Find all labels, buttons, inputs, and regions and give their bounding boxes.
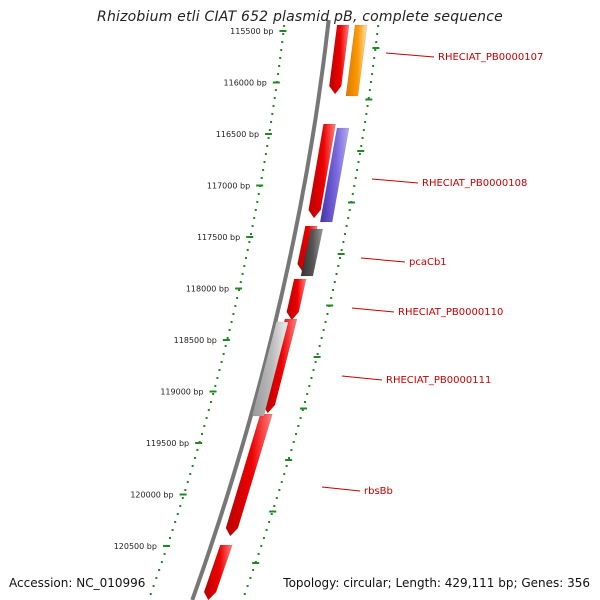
tick-mark — [256, 184, 264, 187]
inner-tick-mark — [252, 562, 260, 564]
gene-labels: RHECIAT_PB0000107 RHECIAT_PB0000108 pcaCb1… — [321, 52, 543, 497]
position-ticks: 115500 bp 116000 bp 116500 bp 117000 bp 1175… — [114, 27, 287, 551]
tick-mark — [246, 236, 254, 238]
position-tick-label: 117500 bp — [197, 233, 240, 242]
tick-mark — [272, 81, 280, 84]
inner-tick-mark — [313, 356, 321, 358]
gene-label: RHECIAT_PB0000110 — [398, 307, 503, 318]
inner-tick-mark — [357, 150, 365, 152]
tick-mark — [222, 339, 230, 341]
label-leader-line — [360, 257, 406, 263]
label-leader-line — [385, 52, 435, 58]
position-tick-label: 119000 bp — [160, 388, 203, 397]
gene-label: RHECIAT_PB0000108 — [422, 178, 527, 189]
tick-mark — [162, 545, 170, 547]
position-tick-label: 119500 bp — [146, 439, 189, 448]
inner-tick-mark — [348, 201, 356, 204]
topology-summary: Topology: circular; Length: 429,111 bp; … — [283, 576, 590, 590]
map-title: Rhizobium etli CIAT 652 plasmid pB, comp… — [97, 9, 503, 25]
inner-tick-mark — [269, 510, 277, 513]
position-tick-label: 120000 bp — [130, 491, 173, 500]
accession-text: Accession: NC_010996 — [9, 576, 146, 590]
inner-tick-mark — [365, 98, 373, 101]
gene-label: rbsBb — [364, 486, 393, 497]
inner-tick-mark — [285, 459, 293, 461]
tick-mark — [279, 30, 287, 32]
gene-bar-red — [308, 123, 336, 219]
gene-bar-red — [286, 278, 307, 321]
gene-label: pcaCb1 — [409, 257, 447, 268]
inner-tick-mark — [299, 407, 307, 410]
gene-bar-orange — [345, 24, 368, 97]
gene-label: RHECIAT_PB0000111 — [386, 375, 491, 386]
inner-ticks — [252, 47, 380, 564]
outer-dotted-track — [149, 25, 286, 595]
gene-bar-red — [203, 544, 233, 600]
inner-tick-mark — [326, 304, 334, 307]
gene-bar-red — [328, 24, 350, 95]
tick-mark — [265, 133, 273, 135]
label-leader-line — [341, 375, 383, 381]
position-tick-label: 116500 bp — [216, 130, 259, 139]
gene-bar-dark-gray — [300, 228, 324, 277]
label-leader-line — [321, 486, 361, 492]
gene-bar-light-gray — [251, 321, 289, 417]
position-tick-label: 120500 bp — [114, 542, 157, 551]
inner-tick-mark — [337, 253, 345, 255]
position-tick-label: 118000 bp — [186, 285, 229, 294]
tick-mark — [195, 442, 203, 444]
tick-mark — [235, 287, 243, 290]
tick-mark — [209, 390, 217, 393]
tick-mark — [179, 493, 187, 496]
gene-label: RHECIAT_PB0000107 — [438, 52, 543, 63]
label-leader-line — [351, 307, 395, 313]
label-leader-line — [371, 178, 419, 184]
position-tick-label: 115500 bp — [230, 27, 273, 36]
position-tick-label: 116000 bp — [224, 79, 267, 88]
position-tick-label: 117000 bp — [207, 182, 250, 191]
gene-bar-red — [225, 413, 273, 537]
backbone-line — [190, 19, 331, 600]
inner-tick-mark — [372, 47, 380, 49]
gene-bar-purple — [319, 127, 350, 223]
position-tick-label: 118500 bp — [174, 336, 217, 345]
inner-dotted-track — [243, 25, 380, 595]
